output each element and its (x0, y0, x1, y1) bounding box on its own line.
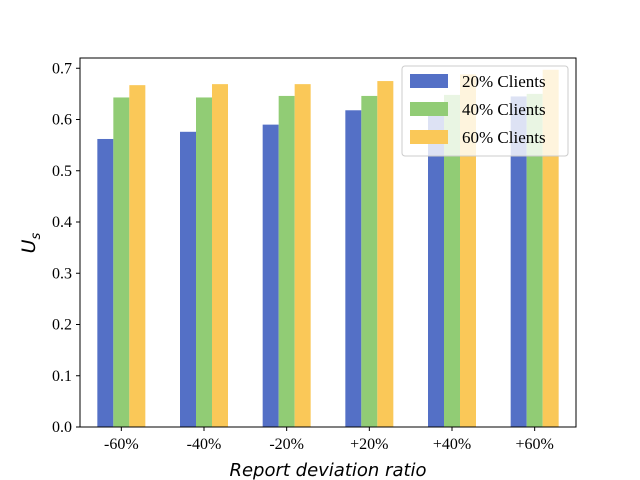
axes-group (79, 57, 577, 428)
x-tick-label: +40% (433, 436, 471, 453)
y-tick-label: 0.1 (52, 368, 72, 385)
legend-entry-label: 60% Clients (462, 128, 546, 147)
bar-20-clients-3 (345, 110, 362, 428)
plot-frame (79, 57, 577, 428)
bar-60-clients-4 (460, 74, 476, 428)
legend-swatch (410, 102, 448, 116)
bar-60-clients-3 (377, 81, 394, 427)
ticks-group: 0.0 0.1 0.2 0.3 0.4 0.5 0.6 0.7 -60% -40% -20% +20%… (52, 60, 554, 453)
bar-20-clients-2 (262, 124, 279, 427)
bar-60-clients-2 (294, 84, 311, 427)
y-tick-label: 0.6 (52, 112, 72, 129)
y-axis-label: Us (18, 232, 44, 253)
x-tick-label: +20% (350, 436, 388, 453)
y-tick-label: 0.2 (52, 317, 72, 334)
y-tick-label: 0.3 (52, 265, 72, 282)
legend-entry-label: 20% Clients (462, 72, 546, 91)
bar-60-clients-5 (542, 69, 559, 427)
x-tick-label: +60% (515, 436, 553, 453)
y-tick-label: 0.7 (52, 60, 72, 77)
x-tick-label: -60% (104, 436, 139, 453)
bar-40-clients-2 (278, 95, 295, 428)
x-axis-label: Report deviation ratio (229, 460, 426, 480)
y-tick-label: 0.5 (52, 163, 72, 180)
bar-20-clients-1 (180, 131, 196, 428)
bar-40-clients-3 (361, 95, 378, 428)
y-axis-label-main: U (18, 239, 40, 253)
bar-40-clients-1 (196, 97, 212, 428)
legend: 20% Clients 40% Clients 60% Clients (401, 65, 569, 157)
bar-20-clients-4 (428, 102, 444, 428)
bar-60-clients-0 (129, 85, 146, 427)
bars-group (97, 69, 559, 428)
bar-40-clients-0 (113, 97, 130, 428)
bar-60-clients-1 (212, 84, 228, 427)
y-axis-label-sub: s (29, 232, 44, 239)
bar-40-clients-5 (526, 93, 543, 427)
y-tick-label: 0.0 (52, 419, 72, 436)
legend-swatch (410, 130, 448, 144)
legend-entry-label: 40% Clients (462, 100, 546, 119)
legend-swatch (410, 74, 448, 88)
x-tick-label: -20% (269, 436, 304, 453)
bar-20-clients-5 (510, 96, 527, 427)
bar-40-clients-4 (444, 94, 460, 428)
x-tick-label: -40% (187, 436, 222, 453)
y-tick-label: 0.4 (52, 214, 72, 231)
bar-20-clients-0 (97, 138, 114, 427)
